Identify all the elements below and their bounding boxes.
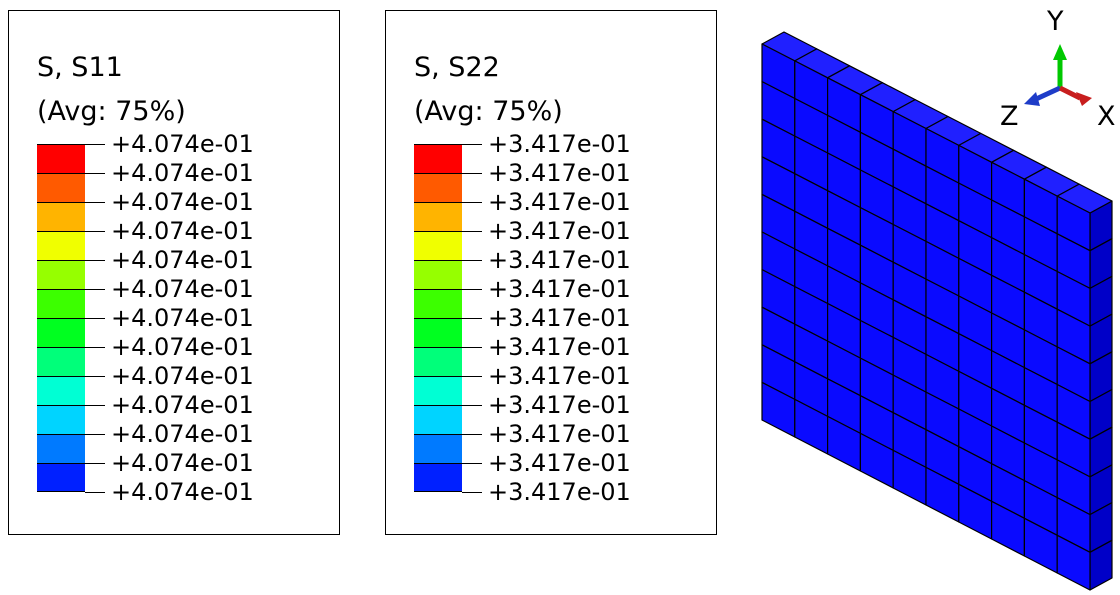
color-swatch (37, 173, 85, 202)
legend-tick (462, 202, 482, 203)
legend-s11: S, S11 (Avg: 75%) +4.074e-01 +4.074e-01 +4… (8, 10, 340, 535)
color-swatch (414, 405, 462, 434)
legend-tick (85, 260, 105, 261)
legend-tick (85, 173, 105, 174)
legend-value-label: +4.074e-01 (111, 159, 254, 187)
legend-tick (85, 202, 105, 203)
y-axis-arrowhead (1053, 44, 1067, 60)
color-swatch (414, 318, 462, 347)
color-swatch (414, 376, 462, 405)
legend-value-label: +4.074e-01 (111, 304, 254, 332)
color-swatch (37, 405, 85, 434)
legend-value-label: +3.417e-01 (488, 159, 631, 187)
legend-value-label: +3.417e-01 (488, 304, 631, 332)
legend-value-label: +4.074e-01 (111, 420, 254, 448)
legend-tick (85, 492, 105, 493)
legend-tick (85, 144, 105, 145)
legend-tick (462, 376, 482, 377)
color-swatch (37, 289, 85, 318)
color-swatch (37, 202, 85, 231)
legend-value-label: +4.074e-01 (111, 130, 254, 158)
legend-tick (462, 318, 482, 319)
legend-tick (85, 289, 105, 290)
legend-tick (85, 376, 105, 377)
legend-value-label: +3.417e-01 (488, 362, 631, 390)
legend-tick (462, 405, 482, 406)
color-swatch (37, 347, 85, 376)
y-axis-label: Y (1046, 6, 1064, 37)
legend-value-label: +4.074e-01 (111, 246, 254, 274)
color-swatch (37, 260, 85, 289)
x-axis-label: X (1097, 101, 1116, 132)
legend-value-label: +3.417e-01 (488, 217, 631, 245)
legend-value-label: +3.417e-01 (488, 246, 631, 274)
legend-value-label: +4.074e-01 (111, 275, 254, 303)
legend-value-label: +4.074e-01 (111, 362, 254, 390)
color-swatch (414, 289, 462, 318)
legend-value-label: +4.074e-01 (111, 217, 254, 245)
color-swatch (37, 434, 85, 463)
legend-tick (85, 347, 105, 348)
legend-value-label: +3.417e-01 (488, 449, 631, 477)
mesh-element (1056, 534, 1091, 591)
legend-tick (462, 347, 482, 348)
color-swatch (414, 144, 462, 173)
legend-value-label: +4.074e-01 (111, 188, 254, 216)
legend-tick (462, 463, 482, 464)
legend-tick (85, 405, 105, 406)
color-swatch (37, 463, 85, 492)
legend-tick (462, 492, 482, 493)
legend-value-label: +3.417e-01 (488, 333, 631, 361)
color-scale-bar (37, 144, 85, 492)
legend-value-label: +3.417e-01 (488, 188, 631, 216)
axis-triad: Y Z X (1000, 6, 1116, 132)
color-swatch (37, 318, 85, 347)
x-axis-arrow (1058, 85, 1082, 101)
legend-s22: S, S22 (Avg: 75%) +3.417e-01 +3.417e-01 +3… (385, 10, 717, 535)
z-axis-label: Z (1000, 101, 1019, 132)
legend-value-label: +3.417e-01 (488, 391, 631, 419)
color-swatch (414, 202, 462, 231)
color-swatch (37, 376, 85, 405)
legend-tick (462, 434, 482, 435)
color-swatch (37, 144, 85, 173)
legend-value-label: +4.074e-01 (111, 478, 254, 506)
legend-value-label: +3.417e-01 (488, 420, 631, 448)
legend-subtitle: (Avg: 75%) (37, 96, 186, 127)
legend-tick (85, 318, 105, 319)
legend-value-label: +3.417e-01 (488, 130, 631, 158)
legend-subtitle: (Avg: 75%) (414, 96, 563, 127)
legend-tick (462, 260, 482, 261)
legend-value-label: +4.074e-01 (111, 333, 254, 361)
legend-tick (462, 144, 482, 145)
color-swatch (414, 260, 462, 289)
legend-tick (85, 463, 105, 464)
legend-tick (85, 231, 105, 232)
legend-title: S, S11 (37, 52, 123, 83)
legend-tick (85, 434, 105, 435)
mesh-plate (761, 31, 1113, 591)
z-axis-arrowhead (1024, 92, 1040, 106)
color-swatch (414, 434, 462, 463)
legend-title: S, S22 (414, 52, 500, 83)
legend-value-label: +3.417e-01 (488, 478, 631, 506)
legend-tick (462, 231, 482, 232)
color-swatch (414, 173, 462, 202)
legend-tick (462, 173, 482, 174)
color-swatch (414, 347, 462, 376)
legend-value-label: +4.074e-01 (111, 449, 254, 477)
x-axis-arrowhead (1076, 92, 1092, 106)
color-scale-bar (414, 144, 462, 492)
color-swatch (414, 463, 462, 492)
z-axis-arrow (1032, 85, 1062, 103)
legend-value-label: +4.074e-01 (111, 391, 254, 419)
legend-value-label: +3.417e-01 (488, 275, 631, 303)
color-swatch (414, 231, 462, 260)
legend-tick (462, 289, 482, 290)
color-swatch (37, 231, 85, 260)
